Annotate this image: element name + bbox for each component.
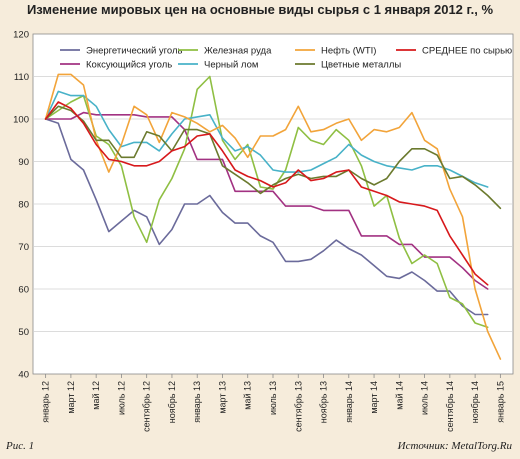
series-line-7 bbox=[44, 101, 489, 286]
y-tick-label: 80 bbox=[18, 200, 29, 211]
x-tick-label: январь 13 bbox=[192, 381, 202, 423]
y-tick-label: 50 bbox=[18, 327, 29, 338]
x-tick-label: сентябрь 13 bbox=[293, 381, 303, 432]
legend-label: Коксующийся уголь bbox=[86, 60, 172, 71]
x-tick-label: ноябрь 13 bbox=[319, 381, 329, 423]
chart-title: Изменение мировых цен на основные виды с… bbox=[26, 2, 494, 17]
x-tick-label: сентябрь 12 bbox=[142, 381, 152, 432]
x-tick-label: март 13 bbox=[217, 381, 227, 414]
legend-label: Энергетический уголь bbox=[86, 46, 183, 57]
legend-label: Черный лом bbox=[204, 60, 258, 71]
series-line-3 bbox=[44, 75, 489, 329]
series-line-1 bbox=[44, 118, 489, 316]
x-tick-label: май 14 bbox=[394, 381, 404, 410]
x-tick-label: январь 14 bbox=[344, 381, 354, 423]
x-tick-label: май 13 bbox=[243, 381, 253, 410]
legend-label: Нефть (WTI) bbox=[321, 46, 376, 57]
x-tick-label: ноябрь 12 bbox=[167, 381, 177, 423]
figure-label: Рис. 1 bbox=[6, 440, 35, 452]
legend-label: СРЕДНЕЕ по сырью bbox=[422, 46, 512, 57]
x-tick-label: июль 13 bbox=[268, 381, 278, 415]
legend-label: Железная руда bbox=[204, 46, 272, 57]
x-tick-label: июль 14 bbox=[420, 381, 430, 415]
legend-box bbox=[40, 38, 508, 73]
x-tick-label: ноябрь 14 bbox=[470, 381, 480, 423]
y-tick-label: 120 bbox=[13, 30, 29, 41]
x-tick-label: март 12 bbox=[66, 381, 76, 414]
x-tick-label: сентябрь 14 bbox=[445, 381, 455, 432]
source-note: Источник: MetalTorg.Ru bbox=[397, 440, 512, 452]
y-tick-label: 100 bbox=[13, 115, 29, 126]
y-tick-label: 90 bbox=[18, 157, 29, 168]
series-line-4 bbox=[44, 90, 489, 188]
y-tick-label: 60 bbox=[18, 285, 29, 296]
x-tick-label: март 14 bbox=[369, 381, 379, 414]
x-tick-label: май 12 bbox=[91, 381, 101, 410]
y-tick-label: 110 bbox=[14, 72, 29, 83]
series-line-2 bbox=[44, 111, 489, 290]
legend-label: Цветные металлы bbox=[321, 60, 401, 71]
series-line-6 bbox=[44, 105, 502, 210]
y-tick-label: 40 bbox=[18, 370, 29, 381]
series-line-5 bbox=[44, 73, 502, 360]
x-tick-label: июль 12 bbox=[116, 381, 126, 415]
x-tick-label: январь 12 bbox=[41, 381, 51, 423]
y-tick-label: 70 bbox=[18, 242, 29, 253]
x-tick-label: январь 15 bbox=[495, 381, 505, 423]
